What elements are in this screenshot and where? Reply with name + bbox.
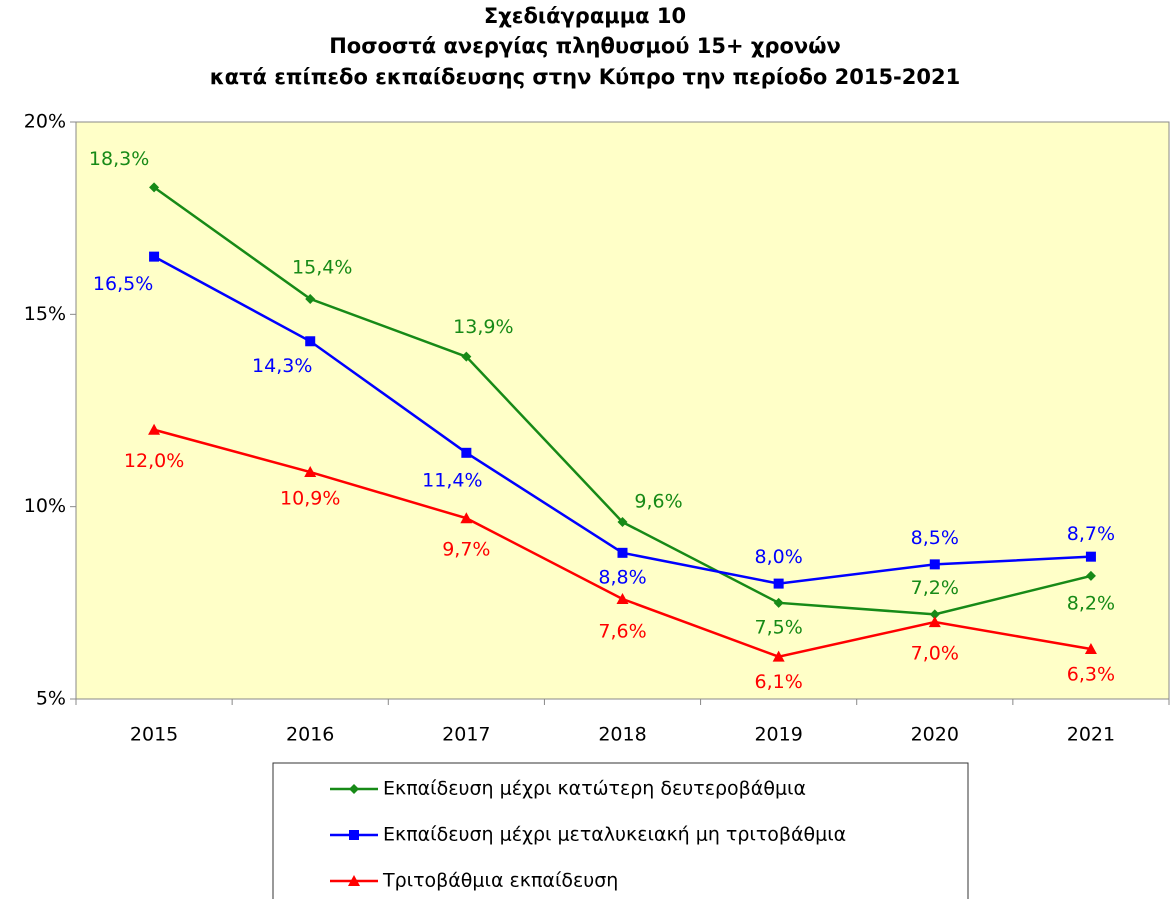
data-point: [928, 616, 941, 628]
chart-title: Ποσοστά ανεργίας πληθυσμού 15+ χρονών: [329, 34, 841, 58]
legend-marker: [348, 875, 360, 886]
data-point: [616, 592, 629, 604]
data-label: 10,9%: [280, 488, 340, 510]
data-label: 8,2%: [1067, 592, 1115, 614]
legend-marker: [349, 784, 359, 794]
data-point: [304, 466, 317, 478]
data-label: 15,4%: [292, 256, 352, 278]
chart-title: κατά επίπεδο εκπαίδευσης στην Κύπρο την …: [210, 65, 960, 89]
y-tick-label: 5%: [36, 688, 66, 710]
data-label: 8,5%: [911, 527, 959, 549]
legend-label: Τριτοβάθμια εκπαίδευση: [382, 870, 618, 892]
data-label: 7,5%: [755, 616, 803, 638]
data-point: [305, 336, 316, 347]
legend-label: Εκπαίδευση μέχρι μεταλυκειακή μη τριτοβά…: [383, 824, 846, 846]
legend-label: Εκπαίδευση μέχρι κατώτερη δευτεροβάθμια: [383, 778, 806, 800]
data-point: [617, 517, 628, 528]
x-tick-label: 2019: [754, 724, 802, 746]
data-label: 7,2%: [911, 577, 959, 599]
y-tick-label: 20%: [24, 111, 66, 133]
data-label: 9,6%: [634, 491, 682, 513]
x-tick-label: 2018: [598, 724, 646, 746]
data-point: [773, 597, 784, 608]
data-point: [148, 423, 161, 435]
data-point: [1085, 570, 1096, 581]
data-point: [617, 547, 628, 558]
data-point: [149, 251, 160, 262]
chart-title: Σχεδιάγραμμα 10: [484, 4, 686, 28]
data-label: 7,0%: [911, 643, 959, 665]
data-label: 8,0%: [755, 546, 803, 568]
x-tick-label: 2016: [286, 724, 334, 746]
data-label: 6,1%: [755, 671, 803, 693]
y-tick-label: 10%: [24, 495, 66, 517]
data-label: 16,5%: [93, 273, 153, 295]
data-label: 7,6%: [598, 620, 646, 642]
data-label: 6,3%: [1067, 663, 1115, 685]
data-label: 12,0%: [124, 450, 184, 472]
data-label: 11,4%: [422, 469, 482, 491]
data-point: [1084, 642, 1097, 654]
data-point: [772, 650, 785, 662]
x-tick-label: 2020: [911, 724, 959, 746]
x-tick-label: 2017: [442, 724, 490, 746]
data-label: 8,7%: [1067, 523, 1115, 545]
data-point: [305, 293, 316, 304]
plot-area: [75, 121, 1170, 700]
data-label: 14,3%: [252, 355, 312, 377]
legend-box: [272, 762, 969, 899]
data-point: [773, 578, 784, 589]
x-tick-label: 2021: [1067, 724, 1115, 746]
data-point: [149, 182, 160, 193]
data-point: [461, 351, 472, 362]
data-point: [1085, 551, 1096, 562]
data-label: 13,9%: [453, 316, 513, 338]
y-tick-label: 15%: [24, 303, 66, 325]
data-point: [461, 447, 472, 458]
data-label: 9,7%: [442, 539, 490, 561]
data-label: 18,3%: [89, 148, 149, 170]
legend-marker: [349, 830, 359, 840]
data-point: [929, 609, 940, 620]
data-label: 8,8%: [598, 566, 646, 588]
data-point: [929, 559, 940, 570]
data-point: [460, 512, 473, 524]
x-tick-label: 2015: [130, 724, 178, 746]
